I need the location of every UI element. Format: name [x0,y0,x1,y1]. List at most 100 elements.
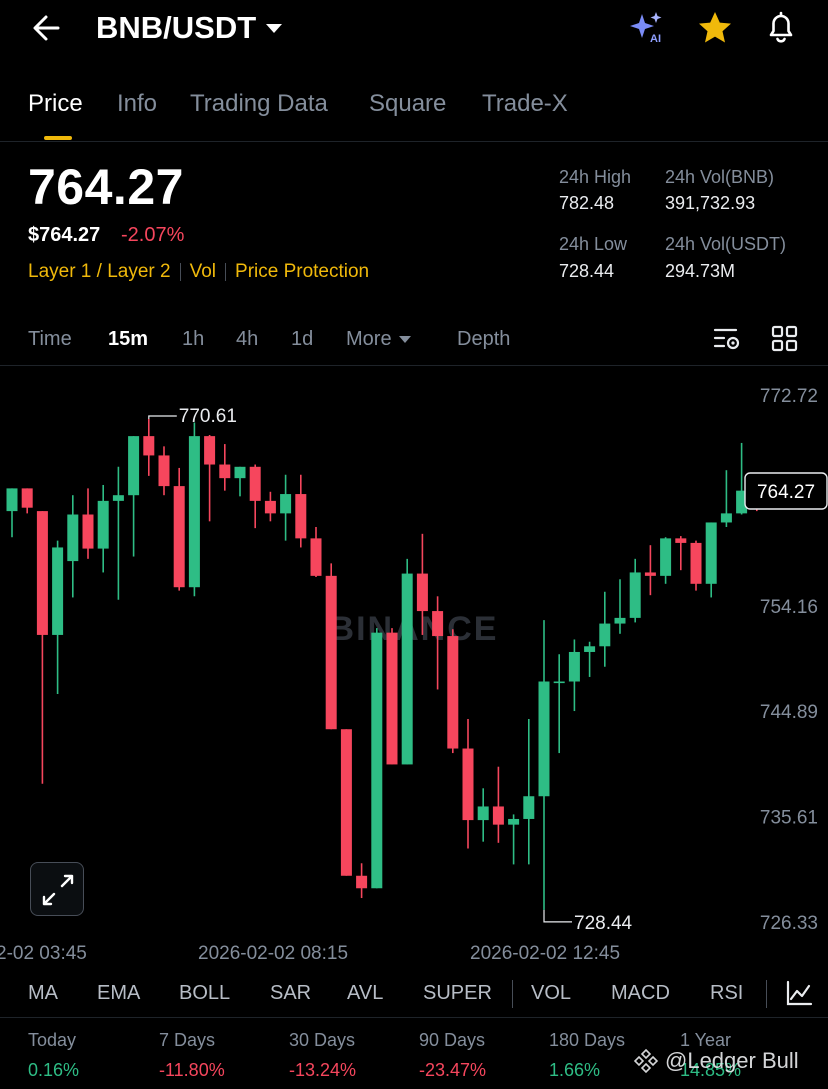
ind-boll[interactable]: BOLL [179,982,231,1004]
candle-body [660,538,672,576]
candle-body [371,632,383,889]
candle-body [173,486,185,588]
time-axis: 2-02 03:45 2026-02-02 08:15 2026-02-02 12:… [0,943,620,964]
candle-body [21,488,33,508]
ind-ema[interactable]: EMA [97,982,141,1004]
binance-watermark: BINANCE [330,610,499,648]
tf-depth[interactable]: Depth [457,328,511,350]
candle-body [477,806,489,821]
candle-body [204,436,216,465]
tab-trade-x[interactable]: Trade-X [482,90,568,117]
perf-label-180d: 180 Days [549,1030,626,1050]
ind-avl[interactable]: AVL [347,982,384,1004]
candle-body [553,681,565,684]
pair-selector[interactable]: BNB/USDT [96,10,283,46]
ind-macd[interactable]: MACD [611,982,670,1004]
candle-series [6,418,763,910]
token-tags: Layer 1 / Layer 2 Vol Price Protection [28,261,369,283]
layout-grid-icon[interactable] [770,324,800,354]
tag-layer[interactable]: Layer 1 / Layer 2 [28,261,171,282]
indicator-divider [766,980,767,1008]
watermark-text: @Ledger Bull [665,1048,799,1073]
tab-trading-data[interactable]: Trading Data [190,90,328,117]
ind-sar[interactable]: SAR [270,982,312,1004]
perf-value-180d: 1.66% [549,1060,601,1080]
tf-15m[interactable]: 15m [108,328,149,350]
candle-body [614,617,626,624]
back-arrow-icon[interactable] [28,10,68,46]
vol-base-label: 24h Vol(BNB) [665,167,775,187]
candle-body [599,623,611,647]
ai-sparkle-icon[interactable]: AI [628,10,668,46]
usd-price: $764.27 [28,224,101,246]
tab-square[interactable]: Square [369,90,447,117]
candle-body [568,651,580,682]
candle-body [249,466,261,501]
candle-body [188,436,200,588]
tag-divider [225,263,227,281]
ind-ma[interactable]: MA [28,982,58,1004]
candle-body [6,488,18,512]
tag-divider [179,263,181,281]
detail-tabs: Price Info Trading Data Square Trade-X [0,86,828,142]
candle-body [538,681,550,797]
candle-body [720,513,732,523]
chart-settings-icon[interactable] [712,324,742,354]
min-price-label: 728.44 [574,913,633,934]
top-bar: BNB/USDT AI [0,0,828,60]
vol-quote-label: 24h Vol(USDT) [665,234,787,254]
vol-quote-value: 294.73M [665,261,736,281]
tf-more[interactable]: More [346,328,411,351]
candle-body [234,466,246,479]
ai-label: AI [650,33,661,45]
candle-body [36,511,48,635]
candle-body [584,646,596,652]
candle-body [462,748,474,821]
candle-body [52,547,64,635]
active-tab-indicator [44,136,72,140]
watermark-text: BINANCE [330,610,499,648]
indicator-bar: MA EMA BOLL SAR AVL SUPER VOL MACD RSI [0,970,828,1018]
tab-price[interactable]: Price [28,90,83,117]
candle-body [386,632,398,765]
candle-body [97,500,109,549]
perf-value-today: 0.16% [28,1060,80,1080]
tag-vol[interactable]: Vol [189,261,217,282]
ind-vol[interactable]: VOL [531,982,572,1004]
low-value: 728.44 [559,261,615,281]
candle-body [219,464,231,479]
price-change-percent: -2.07% [121,224,185,246]
indicator-divider [512,980,513,1008]
candle-body [264,500,276,514]
tf-time[interactable]: Time [28,328,72,350]
perf-label-90d: 90 Days [419,1030,486,1050]
binance-logo-icon [633,1048,659,1074]
tab-info[interactable]: Info [117,90,158,117]
candle-body [112,495,124,501]
chevron-down-icon [398,336,411,344]
candlestick-chart[interactable]: BINANCE 772.72 754.16 744.89 735.61 726.33 2… [0,368,828,968]
ind-rsi[interactable]: RSI [710,982,744,1004]
pair-name: BNB/USDT [96,10,257,45]
max-marker-line [148,415,177,419]
tf-1d[interactable]: 1d [291,328,314,350]
candle-body [705,522,717,584]
perf-value-1y: 14.85% [680,1060,742,1080]
price-tick-label: 744.89 [760,702,818,723]
current-price-label: 764.27 [757,482,815,503]
perf-value-90d: -23.47% [419,1060,487,1080]
candle-body [675,538,687,543]
tf-1h[interactable]: 1h [182,328,205,350]
candle-body [128,436,140,496]
star-icon[interactable] [696,10,734,46]
tf-4h[interactable]: 4h [236,328,259,350]
perf-label-7d: 7 Days [159,1030,216,1050]
ind-super[interactable]: SUPER [423,982,492,1004]
tag-price-protection[interactable]: Price Protection [235,261,370,282]
bell-icon[interactable] [762,8,800,46]
indicator-chart-icon[interactable] [784,978,814,1008]
last-price: 764.27 [28,159,184,215]
candle-body [280,494,292,514]
candle-body [629,572,641,618]
fullscreen-button[interactable] [30,862,84,916]
